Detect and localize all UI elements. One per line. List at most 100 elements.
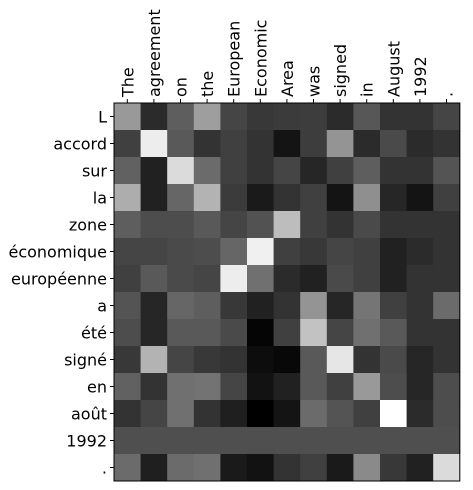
x-tick-label: agreement [145, 9, 164, 97]
heatmap-cell [220, 211, 248, 239]
heatmap-cell [300, 211, 328, 239]
heatmap-cell [433, 184, 461, 212]
heatmap-cell [406, 346, 434, 374]
heatmap-cell [433, 319, 461, 347]
heatmap-cell [380, 157, 407, 185]
heatmap-cell [300, 373, 328, 401]
heatmap-cell [380, 346, 407, 374]
y-tick-label: accord [53, 135, 107, 154]
heatmap-cell [193, 130, 221, 158]
heatmap-cell [326, 157, 354, 185]
heatmap-cell [140, 454, 168, 482]
heatmap-cell [326, 184, 354, 212]
x-tick-label: Economic [251, 20, 270, 97]
heatmap-cell [247, 400, 274, 428]
heatmap-cell [140, 319, 168, 347]
heatmap-cell [193, 346, 221, 374]
heatmap-cell [273, 184, 301, 212]
heatmap-cell [247, 103, 274, 131]
heatmap-cell [167, 400, 195, 428]
heatmap-cell [114, 319, 141, 347]
heatmap-cell [406, 157, 434, 185]
heatmap-cell [273, 157, 301, 185]
heatmap-cell [247, 130, 274, 158]
heatmap-cell [326, 400, 354, 428]
heatmap-cell [273, 454, 301, 482]
heatmap-cell [247, 184, 274, 212]
heatmap-cell [380, 292, 407, 320]
heatmap-cell [247, 292, 274, 320]
heatmap-cell [140, 292, 168, 320]
heatmap-cell [140, 373, 168, 401]
heatmap-cell [167, 130, 195, 158]
y-tick-label: a [97, 297, 107, 316]
heatmap-cell [167, 103, 195, 131]
y-tick-label: août [71, 405, 107, 424]
heatmap-cell [114, 157, 141, 185]
heatmap-cell [140, 427, 168, 455]
heatmap-cell [326, 427, 354, 455]
heatmap-cell [353, 211, 381, 239]
heatmap-cell [353, 373, 381, 401]
heatmap-cell [167, 292, 195, 320]
heatmap-cell [353, 157, 381, 185]
heatmap-cell [353, 103, 381, 131]
heatmap-cell [140, 184, 168, 212]
heatmap-cell [433, 238, 461, 266]
heatmap-cell [406, 238, 434, 266]
heatmap-cell [273, 103, 301, 131]
heatmap-cell [406, 184, 434, 212]
heatmap-cell [193, 103, 221, 131]
x-tick-label: 1992 [411, 56, 430, 97]
heatmap-cell [406, 400, 434, 428]
y-tick-label: européenne [11, 270, 107, 289]
heatmap-cell [433, 130, 461, 158]
heatmap-cell [380, 211, 407, 239]
y-tick-label: 1992 [66, 432, 107, 451]
heatmap-cell [114, 238, 141, 266]
heatmap-cell [220, 130, 248, 158]
heatmap-cell [193, 292, 221, 320]
heatmap-cells [114, 103, 461, 482]
heatmap-cell [247, 346, 274, 374]
heatmap-cell [114, 184, 141, 212]
heatmap-cell [406, 427, 434, 455]
heatmap-cell [140, 157, 168, 185]
heatmap-cell [433, 265, 461, 293]
heatmap-cell [140, 211, 168, 239]
heatmap-cell [140, 346, 168, 374]
heatmap-cell [193, 184, 221, 212]
heatmap-cell [114, 346, 141, 374]
heatmap-cell [380, 319, 407, 347]
heatmap-cell [433, 292, 461, 320]
heatmap-cell [353, 292, 381, 320]
heatmap-cell [220, 103, 248, 131]
heatmap-cell [140, 238, 168, 266]
heatmap-cell [247, 373, 274, 401]
heatmap-cell [273, 373, 301, 401]
heatmap-cell [220, 400, 248, 428]
heatmap-cell [353, 184, 381, 212]
heatmap-cell [326, 130, 354, 158]
heatmap-cell [193, 265, 221, 293]
heatmap-cell [247, 238, 274, 266]
heatmap-cell [193, 427, 221, 455]
y-tick-label: signé [64, 351, 107, 370]
heatmap-cell [380, 400, 407, 428]
x-tick-label: in [358, 82, 377, 97]
heatmap-cell [433, 454, 461, 482]
heatmap-cell [220, 346, 248, 374]
heatmap-cell [353, 130, 381, 158]
heatmap-cell [326, 373, 354, 401]
heatmap-cell [220, 373, 248, 401]
heatmap-cell [247, 157, 274, 185]
x-tick-labels: The agreement on the European Economic Area was… [118, 9, 457, 103]
heatmap-cell [380, 130, 407, 158]
y-tick-label: en [87, 378, 107, 397]
heatmap-cell [220, 292, 248, 320]
heatmap-cell [433, 346, 461, 374]
heatmap-cell [433, 400, 461, 428]
heatmap-cell [220, 238, 248, 266]
x-tick-label: the [198, 71, 217, 97]
